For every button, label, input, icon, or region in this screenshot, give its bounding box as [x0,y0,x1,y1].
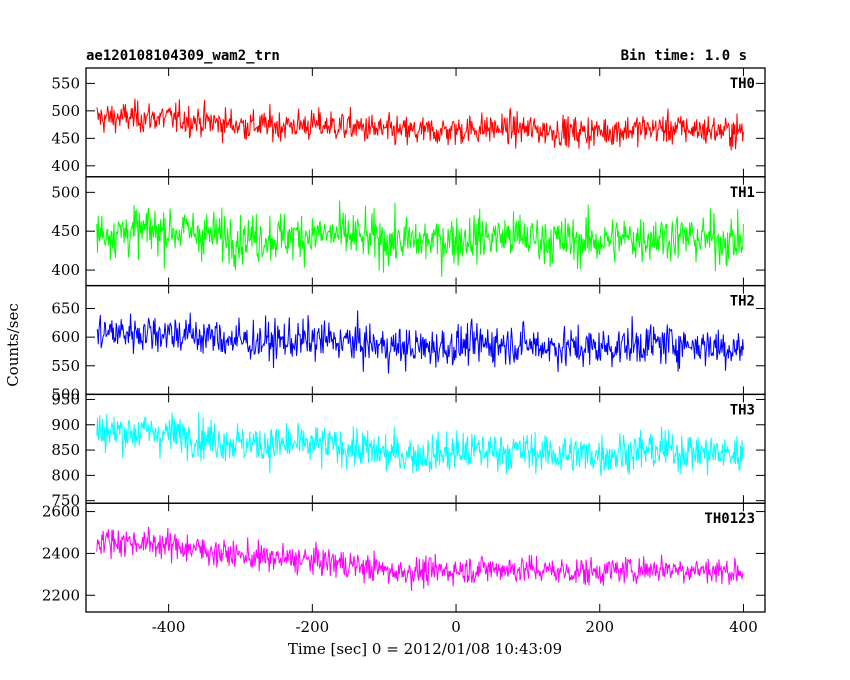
y-tick-label: 500 [51,183,80,201]
panel-label-th0: TH0 [730,76,755,92]
series-line-th0123 [96,526,744,591]
y-tick-label: 950 [51,390,80,408]
x-tick-label: -400 [152,618,186,636]
x-tick-label: 200 [585,618,614,636]
y-tick-label: 600 [51,328,80,346]
y-axis-label: Counts/sec [4,303,22,387]
x-tick-label: -200 [295,618,329,636]
y-tick-label: 800 [51,466,80,484]
panel-frame-th0123 [85,502,766,613]
y-tick-label: 500 [51,385,80,403]
panel-label-th1: TH1 [730,185,755,201]
y-tick-label: 750 [51,492,80,510]
y-tick-label: 450 [51,129,80,147]
x-axis-label: Time [sec] 0 = 2012/01/08 10:43:09 [288,640,562,658]
panel-label-th2: TH2 [730,294,755,310]
y-tick-label: 550 [51,74,80,92]
series-line-th0 [96,98,744,151]
y-tick-label: 500 [51,102,80,120]
y-tick-label: 900 [51,416,80,434]
y-tick-label: 400 [51,261,80,279]
chart-title: ae120108104309_wam2_trn [86,48,280,64]
panels-group: 400 450 500 550 TH0 400 450 500 TH1 500 550 600 650 T… [42,67,766,636]
x-tick-label: 0 [451,618,461,636]
series-line-th2 [96,310,744,374]
y-tick-label: 400 [51,157,80,175]
y-tick-label: 2600 [42,503,80,521]
series-line-th3 [96,411,744,477]
x-tick-label: 400 [729,618,758,636]
y-tick-label: 850 [51,441,80,459]
y-tick-label: 2400 [42,544,80,562]
y-tick-label: 650 [51,300,80,318]
panel-label-th0123: TH0123 [704,511,755,527]
series-line-th1 [96,200,744,277]
y-tick-label: 550 [51,357,80,375]
y-tick-label: 450 [51,222,80,240]
bin-time-label: Bin time: 1.0 s [621,48,747,64]
y-tick-label: 2200 [42,586,80,604]
panel-label-th3: TH3 [730,402,755,418]
